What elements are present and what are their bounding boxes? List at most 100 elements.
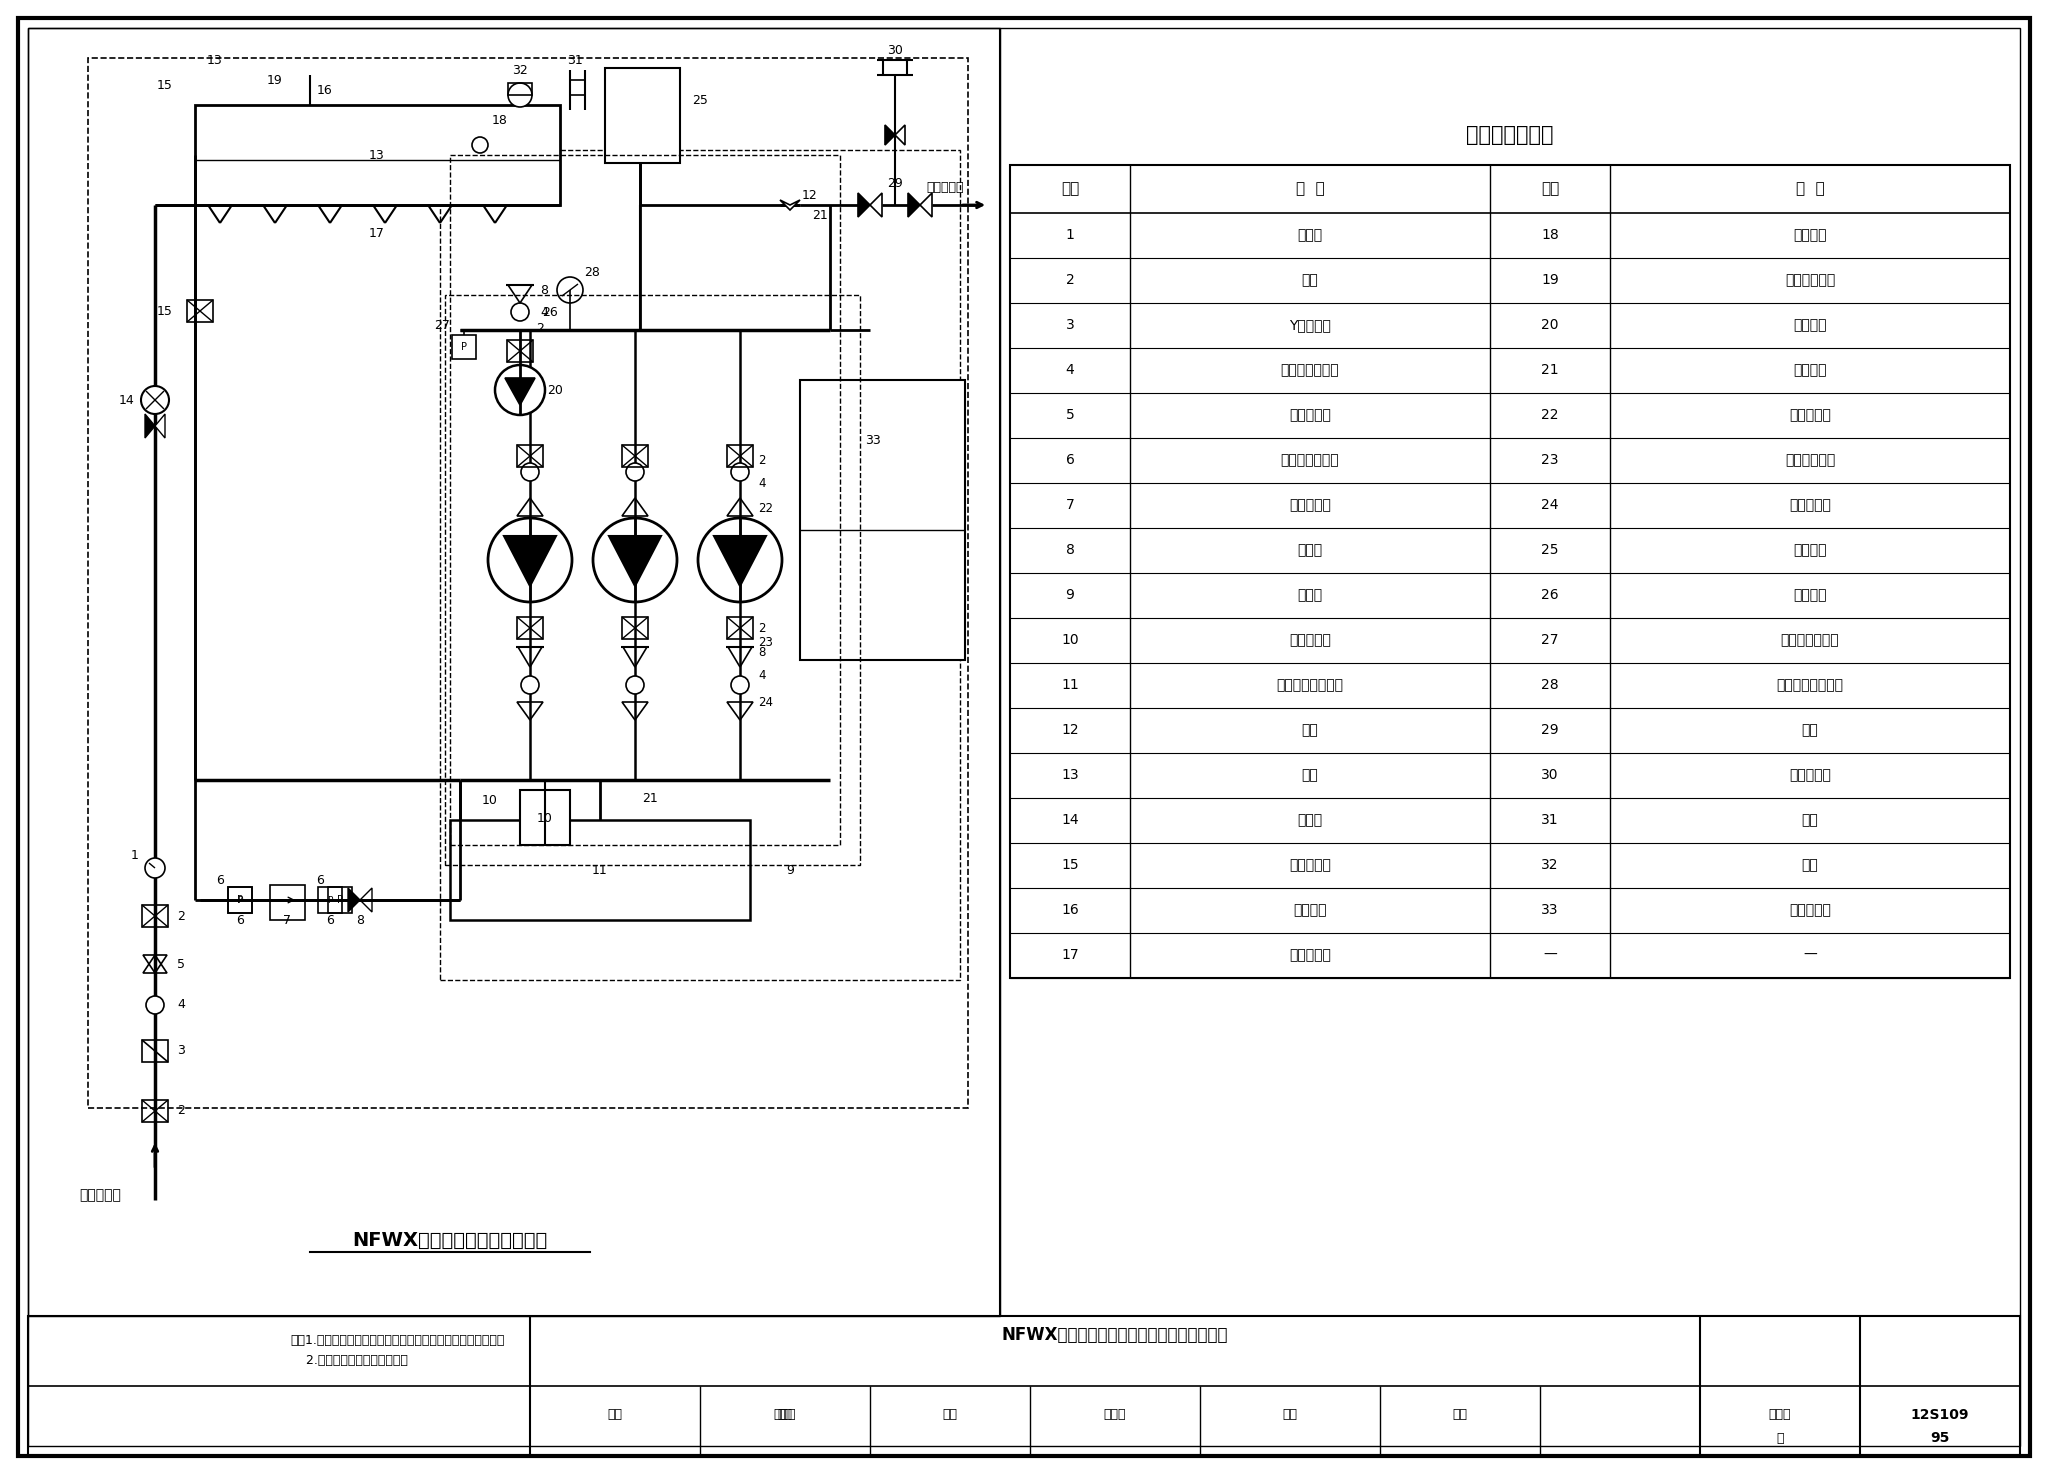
Text: 进水压力传感器: 进水压力传感器: [1280, 453, 1339, 467]
Text: 变频控制柜: 变频控制柜: [1790, 904, 1831, 917]
Text: 27: 27: [1542, 632, 1559, 647]
Text: 3: 3: [176, 1045, 184, 1057]
Bar: [516, 618, 543, 640]
Text: 32: 32: [1542, 858, 1559, 873]
Text: 25: 25: [1542, 542, 1559, 557]
Circle shape: [487, 517, 571, 601]
Text: 蝶阀: 蝶阀: [1303, 273, 1319, 287]
Text: 电动阀: 电动阀: [1298, 814, 1323, 827]
Bar: [727, 445, 754, 467]
Text: 20: 20: [547, 383, 563, 397]
Bar: [328, 887, 352, 912]
Bar: [444, 295, 860, 865]
Text: 2: 2: [758, 454, 766, 466]
Text: 序号: 序号: [1061, 181, 1079, 196]
Text: 25: 25: [692, 93, 709, 106]
Bar: [623, 618, 647, 640]
Circle shape: [145, 996, 164, 1014]
Text: 4: 4: [176, 998, 184, 1011]
Bar: [141, 1100, 168, 1122]
Text: 序号: 序号: [1540, 181, 1559, 196]
Bar: [227, 887, 252, 912]
Text: 设备组成名称表: 设备组成名称表: [1466, 125, 1554, 144]
Bar: [317, 887, 342, 912]
Text: 12: 12: [1061, 724, 1079, 737]
Bar: [453, 335, 475, 360]
Bar: [520, 790, 569, 845]
Circle shape: [627, 677, 643, 694]
Text: 水箱: 水箱: [1303, 768, 1319, 783]
Text: 进水母管: 进水母管: [1794, 363, 1827, 377]
Text: P: P: [238, 895, 244, 905]
Text: P: P: [238, 896, 242, 905]
Text: 止回阀: 止回阀: [1298, 542, 1323, 557]
Text: 33: 33: [1542, 904, 1559, 917]
Text: 稳流罐: 稳流罐: [1298, 588, 1323, 601]
Text: 28: 28: [584, 265, 600, 279]
Polygon shape: [156, 414, 166, 438]
Text: 26: 26: [543, 305, 557, 318]
Text: 27: 27: [434, 318, 451, 332]
Circle shape: [594, 517, 678, 601]
Text: 注：1.该系列图纸根据南方泵业股份有限公司提供的资料编制。: 注：1.该系列图纸根据南方泵业股份有限公司提供的资料编制。: [291, 1334, 504, 1347]
Text: 审核: 审核: [608, 1409, 623, 1421]
Bar: [508, 340, 532, 363]
Text: 17: 17: [1061, 948, 1079, 963]
Bar: [29, 28, 999, 1316]
Text: 浮球开关: 浮球开关: [1794, 228, 1827, 242]
Polygon shape: [907, 193, 920, 217]
Bar: [727, 618, 754, 640]
Text: 17: 17: [369, 227, 385, 239]
Text: 4: 4: [758, 476, 766, 489]
Text: 31: 31: [1542, 814, 1559, 827]
Circle shape: [512, 304, 528, 321]
Text: 28: 28: [1542, 678, 1559, 691]
Text: 10: 10: [1061, 632, 1079, 647]
Text: 14: 14: [1061, 814, 1079, 827]
Text: 增压装置: 增压装置: [1794, 318, 1827, 332]
Text: P: P: [338, 895, 342, 905]
Text: 18: 18: [1542, 228, 1559, 242]
Circle shape: [508, 83, 532, 108]
Circle shape: [520, 463, 539, 481]
Text: 6: 6: [215, 874, 223, 886]
Text: 4: 4: [758, 669, 766, 681]
Text: 7: 7: [1065, 498, 1075, 511]
Text: 21: 21: [1542, 363, 1559, 377]
Text: 空气过滤装置: 空气过滤装置: [1786, 273, 1835, 287]
Polygon shape: [885, 125, 895, 144]
Text: 32: 32: [512, 63, 528, 77]
Text: 溢流装置: 溢流装置: [1292, 904, 1327, 917]
Text: 防负压装置: 防负压装置: [1288, 632, 1331, 647]
Text: 7: 7: [283, 914, 291, 927]
Bar: [186, 301, 213, 321]
Text: 24: 24: [1542, 498, 1559, 511]
Text: 30: 30: [1542, 768, 1559, 783]
Text: 2.点划线内为厂家供货范围。: 2.点划线内为厂家供货范围。: [291, 1353, 408, 1366]
Text: 22: 22: [758, 501, 772, 514]
Circle shape: [141, 386, 170, 414]
Polygon shape: [506, 377, 535, 405]
Text: P: P: [461, 342, 467, 352]
Bar: [270, 884, 305, 920]
Text: 1: 1: [1065, 228, 1075, 242]
Text: 多点吸水器: 多点吸水器: [1288, 948, 1331, 963]
Text: 6: 6: [1065, 453, 1075, 467]
Text: 2: 2: [537, 321, 545, 335]
Text: 8: 8: [541, 283, 549, 296]
Text: 接用户管网: 接用户管网: [926, 180, 965, 193]
Text: 出水母管: 出水母管: [1794, 588, 1827, 601]
Text: 校对: 校对: [942, 1409, 958, 1421]
Text: 李海琛: 李海琛: [774, 1409, 797, 1421]
Text: 爬梯: 爬梯: [1802, 814, 1819, 827]
Text: 8: 8: [758, 646, 766, 659]
Circle shape: [627, 463, 643, 481]
Bar: [604, 68, 680, 164]
Text: 名  称: 名 称: [1296, 181, 1325, 196]
Text: 13: 13: [207, 53, 223, 66]
Text: 遥控浮球阀: 遥控浮球阀: [1288, 858, 1331, 873]
Text: Y型过滤器: Y型过滤器: [1288, 318, 1331, 332]
Text: 闸阀: 闸阀: [1802, 724, 1819, 737]
Text: 15: 15: [158, 305, 172, 317]
Text: 出水电接点压力表: 出水电接点压力表: [1776, 678, 1843, 691]
